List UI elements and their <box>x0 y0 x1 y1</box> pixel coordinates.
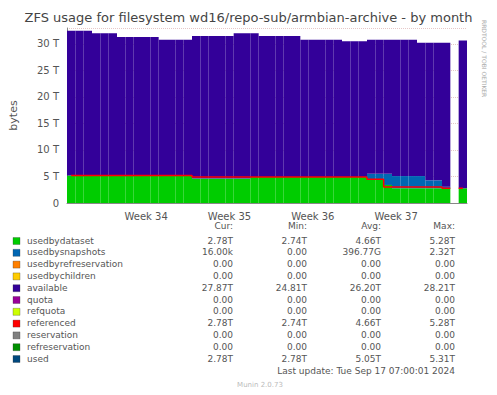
svg-text:30 T: 30 T <box>37 38 60 49</box>
svg-text:5.05T: 5.05T <box>355 354 381 364</box>
svg-text:Cur:: Cur: <box>214 221 233 231</box>
svg-text:used: used <box>27 354 49 364</box>
svg-text:Week 37: Week 37 <box>375 211 418 222</box>
svg-text:0.00: 0.00 <box>213 306 233 316</box>
svg-text:0.00: 0.00 <box>287 330 307 340</box>
svg-text:5.28T: 5.28T <box>429 236 455 246</box>
svg-text:0.00: 0.00 <box>361 342 381 352</box>
svg-text:0.00: 0.00 <box>287 271 307 281</box>
svg-text:reservation: reservation <box>27 330 78 340</box>
svg-text:5.28T: 5.28T <box>429 318 455 328</box>
svg-text:15 T: 15 T <box>37 118 60 129</box>
svg-text:usedbysnapshots: usedbysnapshots <box>27 247 106 257</box>
svg-text:0.00: 0.00 <box>213 342 233 352</box>
svg-text:0.00: 0.00 <box>287 247 307 257</box>
svg-text:0.00: 0.00 <box>435 271 455 281</box>
svg-text:28.21T: 28.21T <box>424 283 456 293</box>
svg-text:0.00: 0.00 <box>213 259 233 269</box>
svg-text:2.78T: 2.78T <box>207 236 233 246</box>
svg-text:referenced: referenced <box>27 318 76 328</box>
svg-text:4.66T: 4.66T <box>355 318 381 328</box>
svg-text:0.00: 0.00 <box>287 295 307 305</box>
svg-text:2.74T: 2.74T <box>281 318 307 328</box>
svg-text:20 T: 20 T <box>37 91 60 102</box>
svg-text:2.78T: 2.78T <box>281 354 307 364</box>
svg-text:usedbyrefreservation: usedbyrefreservation <box>27 259 123 269</box>
svg-text:usedbydataset: usedbydataset <box>27 236 94 246</box>
svg-text:0.00: 0.00 <box>435 342 455 352</box>
svg-text:25 T: 25 T <box>37 65 60 76</box>
svg-text:RRDTOOL / TOBI OETIKER: RRDTOOL / TOBI OETIKER <box>481 20 488 97</box>
svg-text:0.00: 0.00 <box>361 295 381 305</box>
svg-text:0.00: 0.00 <box>361 330 381 340</box>
svg-text:0.00: 0.00 <box>361 306 381 316</box>
svg-text:Munin 2.0.73: Munin 2.0.73 <box>237 381 283 389</box>
svg-text:5 T: 5 T <box>43 171 60 182</box>
svg-text:396.77G: 396.77G <box>343 247 381 257</box>
svg-text:usedbychildren: usedbychildren <box>27 271 96 281</box>
svg-text:24.81T: 24.81T <box>276 283 308 293</box>
svg-text:available: available <box>27 283 68 293</box>
svg-text:5.31T: 5.31T <box>429 354 455 364</box>
svg-text:0: 0 <box>53 198 59 209</box>
svg-text:2.74T: 2.74T <box>281 236 307 246</box>
svg-text:0.00: 0.00 <box>435 295 455 305</box>
svg-text:26.20T: 26.20T <box>350 283 382 293</box>
svg-text:0.00: 0.00 <box>213 295 233 305</box>
svg-text:refquota: refquota <box>27 306 65 316</box>
svg-text:Last update: Tue Sep 17 07:00:: Last update: Tue Sep 17 07:00:01 2024 <box>277 366 455 376</box>
svg-text:0.00: 0.00 <box>287 342 307 352</box>
svg-text:Week 34: Week 34 <box>125 211 168 222</box>
svg-text:10 T: 10 T <box>37 144 60 155</box>
svg-text:0.00: 0.00 <box>213 271 233 281</box>
svg-text:0.00: 0.00 <box>213 330 233 340</box>
svg-text:0.00: 0.00 <box>435 330 455 340</box>
svg-text:27.87T: 27.87T <box>202 283 234 293</box>
svg-text:quota: quota <box>27 295 53 305</box>
svg-text:2.78T: 2.78T <box>207 354 233 364</box>
svg-text:Week 36: Week 36 <box>291 211 334 222</box>
svg-text:Week 35: Week 35 <box>208 211 251 222</box>
svg-text:Min:: Min: <box>288 221 307 231</box>
svg-text:16.00k: 16.00k <box>202 247 234 257</box>
svg-text:Max:: Max: <box>433 221 455 231</box>
svg-text:0.00: 0.00 <box>361 259 381 269</box>
svg-text:0.00: 0.00 <box>287 259 307 269</box>
svg-text:0.00: 0.00 <box>435 306 455 316</box>
svg-text:2.78T: 2.78T <box>207 318 233 328</box>
svg-text:ZFS usage for filesystem wd16/: ZFS usage for filesystem wd16/repo-sub/a… <box>25 10 473 25</box>
svg-text:2.32T: 2.32T <box>429 247 455 257</box>
svg-text:refreservation: refreservation <box>27 342 90 352</box>
svg-text:0.00: 0.00 <box>361 271 381 281</box>
svg-text:4.66T: 4.66T <box>355 236 381 246</box>
svg-text:0.00: 0.00 <box>435 259 455 269</box>
svg-text:0.00: 0.00 <box>287 306 307 316</box>
svg-text:bytes: bytes <box>7 100 20 131</box>
svg-text:Avg:: Avg: <box>361 221 381 231</box>
